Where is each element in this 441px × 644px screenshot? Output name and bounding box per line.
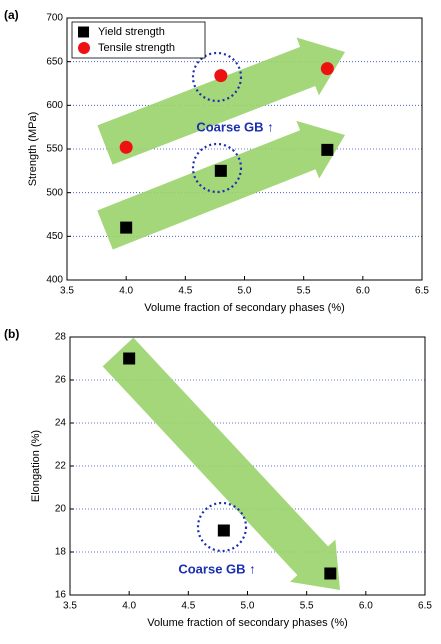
- y-tick-label: 22: [55, 461, 67, 472]
- y-tick-label: 28: [55, 332, 67, 343]
- x-tick-label: 5.0: [238, 286, 252, 297]
- y-tick-label: 700: [46, 13, 63, 24]
- legend-marker: [78, 26, 89, 38]
- annotation: Coarse GB ↑: [178, 561, 255, 576]
- y-tick-label: 550: [46, 144, 63, 155]
- x-tick-label: 3.5: [60, 286, 74, 297]
- data-point: [119, 140, 133, 154]
- panel-label: (b): [4, 327, 19, 341]
- data-point: [123, 352, 136, 365]
- annotation: Coarse GB ↑: [196, 119, 273, 134]
- y-tick-label: 650: [46, 56, 63, 67]
- x-tick-label: 4.0: [122, 601, 136, 612]
- y-tick-label: 500: [46, 187, 63, 198]
- data-point: [324, 567, 337, 580]
- y-tick-label: 24: [55, 418, 67, 429]
- trend-arrow: [97, 120, 345, 250]
- x-tick-label: 6.5: [418, 601, 432, 612]
- x-tick-label: 5.5: [297, 286, 311, 297]
- legend-label: Tensile strength: [98, 42, 175, 54]
- x-tick-label: 5.0: [241, 601, 255, 612]
- data-point: [120, 221, 133, 234]
- x-tick-label: 5.5: [300, 601, 314, 612]
- y-tick-label: 400: [46, 275, 63, 286]
- y-tick-label: 16: [55, 590, 67, 601]
- y-tick-label: 20: [55, 504, 67, 515]
- panel-label: (a): [4, 8, 19, 22]
- x-tick-label: 6.0: [359, 601, 373, 612]
- y-tick-label: 26: [55, 375, 67, 386]
- legend-label: Yield strength: [98, 26, 165, 38]
- y-axis-label: Strength (MPa): [27, 112, 39, 187]
- legend-box: [71, 21, 206, 59]
- data-point: [320, 62, 334, 76]
- highlight-circle: [191, 142, 243, 194]
- x-tick-label: 4.5: [181, 601, 195, 612]
- x-tick-label: 6.5: [415, 286, 429, 297]
- y-axis-label: Elongation (%): [30, 430, 42, 502]
- x-tick-label: 4.0: [119, 286, 133, 297]
- y-tick-label: 600: [46, 100, 63, 111]
- x-tick-label: 4.5: [178, 286, 192, 297]
- data-point: [214, 69, 228, 83]
- x-axis-label: Volume fraction of secondary phases (%): [147, 617, 348, 629]
- x-axis-label: Volume fraction of secondary phases (%): [144, 302, 345, 314]
- x-tick-label: 3.5: [63, 601, 77, 612]
- y-tick-label: 18: [55, 547, 67, 558]
- highlight-circle: [191, 51, 243, 103]
- trend-arrow: [102, 337, 340, 590]
- data-point: [321, 143, 334, 156]
- highlight-circle: [196, 501, 248, 553]
- x-tick-label: 6.0: [356, 286, 370, 297]
- data-point: [214, 164, 227, 177]
- data-point: [217, 524, 230, 537]
- y-tick-label: 450: [46, 231, 63, 242]
- legend-marker: [78, 42, 90, 54]
- trend-arrow: [97, 37, 345, 165]
